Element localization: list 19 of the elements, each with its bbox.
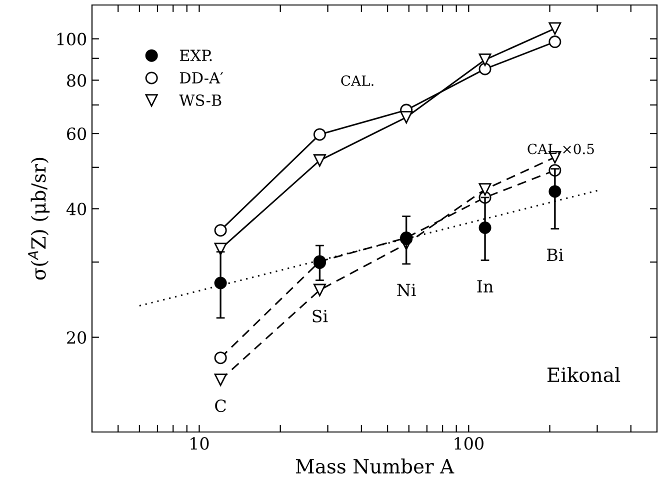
y-axis-title: σ($^{A}$Z) (μb/sr) [28,158,50,280]
annotation: Bi [547,248,564,261]
y-tick-label: 60 [67,128,86,140]
annotation: CAL.×0.5 [528,144,594,154]
x-tick-label: 10 [190,437,209,450]
y-tick-label: 80 [67,74,86,87]
annotation: Ni [397,284,416,296]
annotation: Si [312,310,328,322]
annotation: Eikonal [548,367,620,382]
annotation: CAL. [341,75,374,86]
y-tick-label: 40 [66,202,86,216]
legend-label: WS-B [179,94,222,106]
legend-label: EXP. [180,50,212,62]
annotation: C [215,400,226,412]
y-tick-label: 20 [67,331,86,344]
legend-label: DD-A′ [180,72,224,84]
x-axis-title: Mass Number A [296,458,454,474]
annotation: In [477,280,494,292]
y-tick-label: 100 [57,32,86,46]
